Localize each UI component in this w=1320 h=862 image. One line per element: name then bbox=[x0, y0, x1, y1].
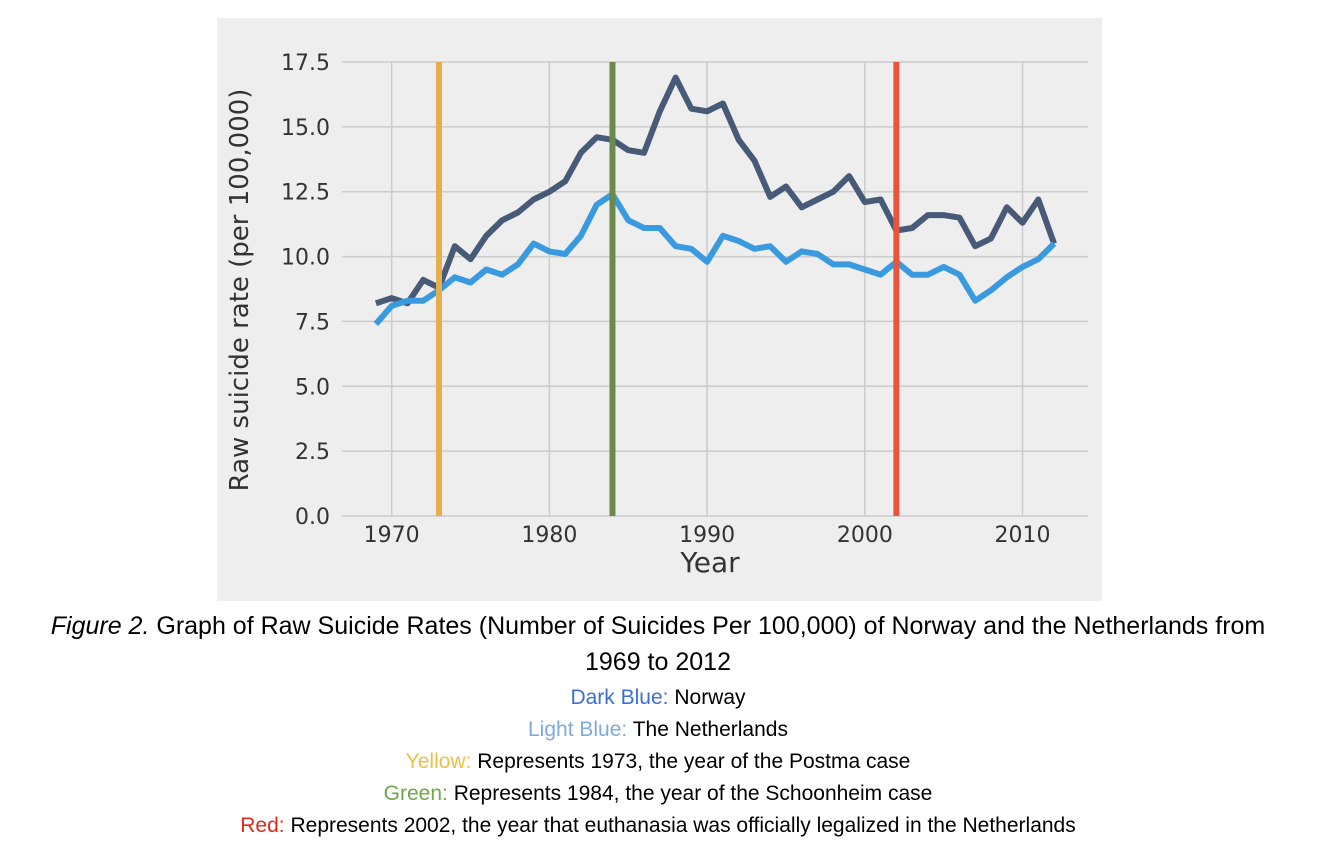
y-tick-label: 0.0 bbox=[295, 505, 330, 530]
y-tick-label: 2.5 bbox=[295, 440, 330, 465]
note-label: Red: bbox=[240, 814, 285, 837]
y-tick-label: 17.5 bbox=[281, 51, 330, 76]
note-label: Green: bbox=[383, 782, 448, 805]
x-tick-label: 1990 bbox=[679, 523, 735, 548]
x-tick-label: 2010 bbox=[995, 523, 1051, 548]
note-label: Dark Blue: bbox=[570, 686, 669, 709]
note-text: Represents 2002, the year that euthanasi… bbox=[290, 814, 1076, 837]
y-tick-label: 7.5 bbox=[295, 310, 330, 335]
chart: Year Raw suicide rate (per 100,000) 0.0 2… bbox=[217, 18, 1102, 601]
x-tick-label: 1980 bbox=[521, 523, 577, 548]
note-text: Represents 1973, the year of the Postma … bbox=[477, 750, 911, 773]
caption-text: Graph of Raw Suicide Rates (Number of Su… bbox=[156, 612, 1266, 676]
note: Dark Blue: Norway bbox=[0, 682, 1316, 714]
note-text: The Netherlands bbox=[632, 718, 788, 741]
note: Yellow: Represents 1973, the year of the… bbox=[0, 746, 1316, 778]
y-tick-label: 12.5 bbox=[281, 181, 330, 206]
y-axis-label: Raw suicide rate (per 100,000) bbox=[225, 89, 255, 492]
note-text: Represents 1984, the year of the Schoonh… bbox=[453, 782, 933, 805]
caption: Figure 2. Graph of Raw Suicide Rates (Nu… bbox=[50, 608, 1266, 680]
figure-label: Figure 2. bbox=[50, 612, 150, 640]
y-tick-label: 10.0 bbox=[281, 246, 330, 271]
series-line bbox=[373, 191, 1057, 326]
note: Light Blue: The Netherlands bbox=[0, 714, 1316, 746]
x-tick-label: 1970 bbox=[364, 523, 420, 548]
note-label: Yellow: bbox=[405, 750, 472, 773]
notes: Dark Blue: Norway Light Blue: The Netherl… bbox=[0, 682, 1316, 842]
series-line bbox=[374, 74, 1057, 307]
note-text: Norway bbox=[674, 686, 746, 709]
x-tick-label: 2000 bbox=[837, 523, 893, 548]
x-axis-label: Year bbox=[679, 546, 740, 579]
note: Red: Represents 2002, the year that euth… bbox=[0, 810, 1316, 842]
note: Green: Represents 1984, the year of the … bbox=[0, 778, 1316, 810]
y-tick-label: 15.0 bbox=[281, 116, 330, 141]
note-label: Light Blue: bbox=[528, 718, 628, 741]
y-tick-label: 5.0 bbox=[295, 375, 330, 400]
